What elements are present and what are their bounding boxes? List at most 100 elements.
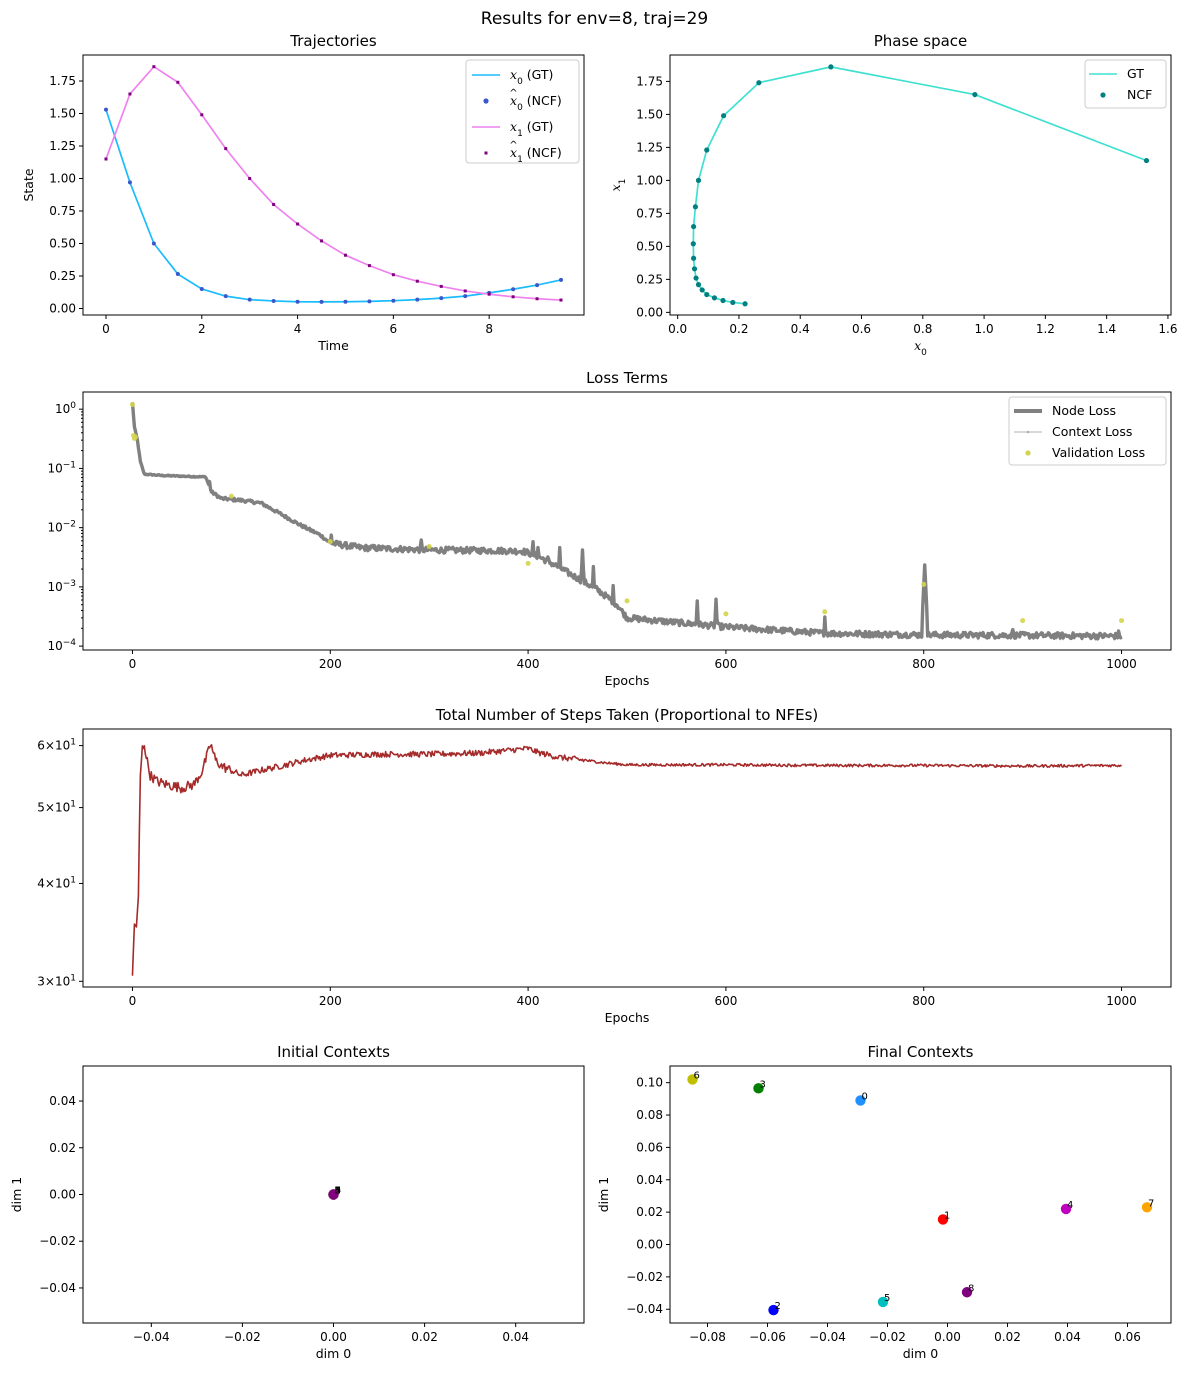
hat-accent: ^ — [509, 140, 517, 151]
data-point — [535, 283, 540, 288]
axes-frame — [82, 391, 1172, 651]
tick-mantissa: 6×10 — [37, 739, 70, 753]
node-loss-line — [130, 402, 1123, 641]
context-label: 2 — [775, 1301, 781, 1312]
data-point — [828, 64, 834, 70]
final-contexts-panel: Final Contexts 0 1 2 3 4 5 6 7 8 −0.08 −0.06 −0.04 −0… — [596, 1043, 1172, 1361]
y-tick-label: 4×101 — [37, 875, 76, 890]
data-point — [128, 92, 132, 96]
math-symbol: x — [914, 338, 921, 353]
data-point — [704, 147, 710, 153]
data-point — [272, 203, 276, 206]
context-marker — [328, 1189, 339, 1200]
data-point — [695, 282, 702, 288]
math-subscript: 0 — [921, 348, 927, 358]
legend: Node Loss Context Loss Validation Loss — [1008, 396, 1167, 466]
x-axis-label: Time — [317, 338, 349, 353]
data-point — [511, 287, 516, 292]
legend-entry-label: NCF — [1127, 87, 1152, 102]
data-point — [296, 222, 300, 226]
tick-exponent: 0 — [70, 401, 76, 411]
data-point — [720, 297, 726, 304]
x-tick-label: 0.00 — [320, 1330, 347, 1344]
y-tick-label: 1.50 — [636, 107, 663, 121]
context-point-7: 7 — [1141, 1198, 1154, 1213]
context-label: 2 — [335, 1186, 341, 1197]
panel-title: Phase space — [874, 32, 968, 50]
x-tick-label: 200 — [319, 994, 342, 1008]
data-point — [742, 301, 748, 307]
x-tick-label: 800 — [912, 657, 935, 671]
context-label: 3 — [760, 1079, 766, 1090]
legend-handle — [1025, 450, 1031, 456]
x-tick-label: 0.0 — [668, 322, 687, 336]
y-tick-label: 0.25 — [49, 269, 76, 283]
validation-point — [327, 539, 333, 545]
legend-handle-marker — [1026, 430, 1030, 434]
y-tick-label: 1.00 — [636, 173, 663, 187]
data-point — [103, 107, 108, 112]
legend-entry-label: x0 (GT) — [510, 67, 553, 87]
tick-exponent: 1 — [70, 738, 76, 748]
tick-base: 10 — [47, 580, 62, 594]
data-point — [247, 297, 252, 302]
data-point — [692, 204, 699, 210]
data-point — [439, 284, 443, 288]
context-point-4: 4 — [1060, 1200, 1073, 1215]
data-point — [391, 273, 395, 277]
context-point-1: 1 — [937, 1210, 950, 1225]
validation-point — [525, 560, 531, 566]
context-marker — [937, 1214, 949, 1225]
x-tick-label: 1000 — [1106, 994, 1137, 1008]
data-point — [200, 113, 204, 117]
tick-mantissa: 5×10 — [37, 801, 70, 815]
x-tick-label: 400 — [517, 657, 540, 671]
axes-frame — [82, 54, 585, 316]
math-symbol: x — [510, 145, 517, 160]
x-tick-label: 0.6 — [852, 322, 871, 336]
data-point — [439, 296, 444, 301]
legend-entry-label: Node Loss — [1052, 403, 1116, 418]
legend: GT NCF — [1084, 59, 1167, 109]
nfe-panel: Total Number of Steps Taken (Proportiona… — [37, 706, 1172, 1025]
y-tick-label: −0.04 — [626, 1302, 663, 1316]
math-subscript: 0 — [517, 103, 523, 113]
data-point — [711, 295, 718, 301]
validation-point — [723, 611, 729, 617]
x-tick-label: 0.2 — [729, 322, 748, 336]
series-line — [692, 66, 1147, 305]
legend: x0 (GT)x0 (NCF)^x1 (GT)x1 (NCF)^ — [465, 59, 580, 165]
x-tick-label: 6 — [390, 322, 398, 336]
x-tick-label: 0 — [129, 994, 137, 1008]
data-point — [151, 241, 156, 246]
validation-point — [624, 598, 630, 604]
context-label: 7 — [1148, 1198, 1154, 1209]
legend-suffix: (NCF) — [523, 145, 562, 160]
data-point — [343, 299, 348, 304]
tick-exponent: −2 — [63, 520, 76, 530]
context-label: 5 — [884, 1293, 890, 1304]
trajectories-panel: Trajectories 0 2 4 6 8 0.00 0.25 0.50 0.75 1.00 1.2… — [21, 32, 585, 353]
validation-point — [228, 493, 234, 499]
validation-point — [1119, 618, 1125, 624]
x-axis-label: Epochs — [605, 1010, 650, 1025]
context-marker — [1141, 1202, 1153, 1213]
context-label: 8 — [968, 1283, 974, 1294]
y-tick-label: 1.25 — [636, 140, 663, 154]
legend-suffix: (GT) — [523, 119, 554, 134]
y-tick-label: 10−2 — [47, 520, 76, 535]
y-tick-label: 5×101 — [37, 800, 76, 815]
y-tick-label: 0.00 — [636, 305, 663, 319]
math-symbol: x — [510, 93, 517, 108]
y-tick-label: 0.04 — [636, 1173, 663, 1187]
legend-entry-label: Validation Loss — [1052, 445, 1145, 460]
tick-exponent: 1 — [70, 973, 76, 983]
data-point — [756, 80, 762, 86]
tick-exponent: −1 — [63, 460, 76, 470]
y-tick-label: 10−3 — [47, 579, 76, 594]
y-tick-label: −0.04 — [39, 1281, 76, 1295]
math-symbol: x — [510, 67, 517, 82]
data-point — [559, 277, 564, 282]
x-tick-label: 4 — [294, 322, 302, 336]
